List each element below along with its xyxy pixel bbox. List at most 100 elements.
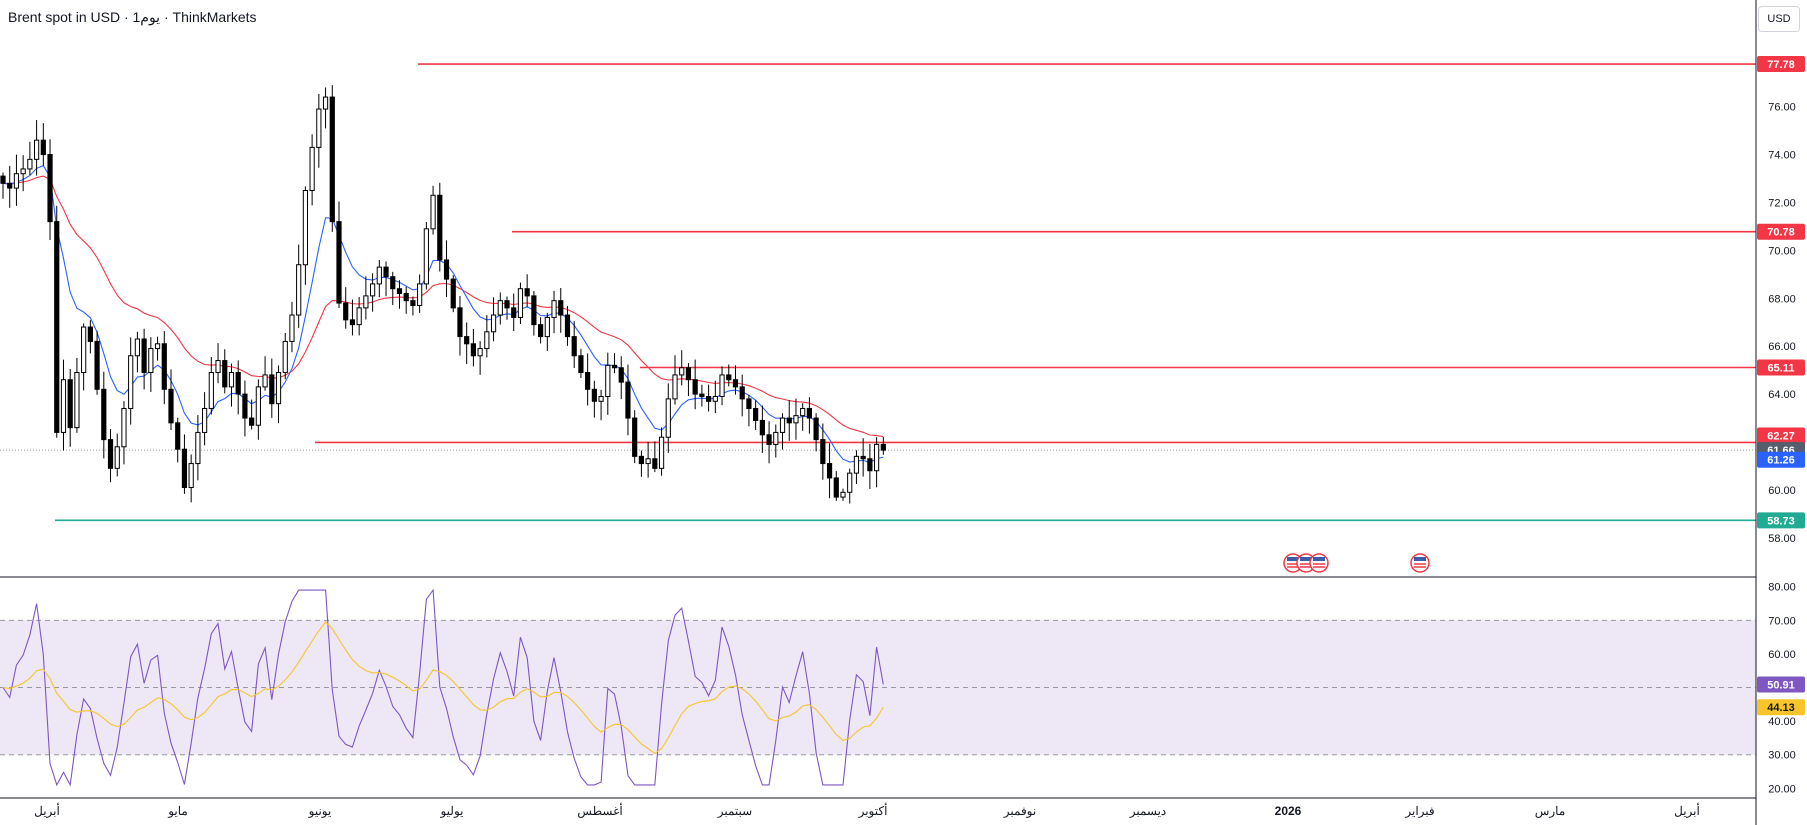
candle-down [269,374,275,405]
level-badge-text: 58.73 [1767,515,1795,527]
candle-up [282,340,288,374]
candle-up [148,348,154,374]
candle-down [531,295,537,326]
candle-up [423,228,429,285]
candle-up [874,443,880,472]
candle-up [544,316,550,338]
candle-down [242,393,248,419]
level-badge [1757,359,1805,376]
price-badges: 77.7870.7865.1161.9858.7362.2761.6661.26… [1757,56,1805,716]
oscillator-tick-label: 70.00 [1768,615,1796,627]
candle-down [585,372,591,390]
time-tick-label: أغسطس [577,803,622,818]
candle-up [517,288,524,318]
candle-down [457,307,463,338]
level-badge-text: 70.78 [1767,227,1795,239]
candle-up [322,96,329,110]
candle-up [154,343,161,350]
candle-up [215,360,221,374]
oscillator-tick-label: 20.00 [1768,783,1796,795]
candle-down [450,278,456,309]
candle-down [383,266,389,278]
flag-canton [1313,557,1325,561]
candle-down [706,395,712,402]
candle-down [685,367,692,381]
time-tick-label: أبريل [1674,803,1700,818]
candle-down [625,381,631,419]
candle-down [820,439,826,465]
candle-up [847,472,853,493]
oscillator-band [0,619,1756,756]
economic-events[interactable] [1283,553,1430,573]
ma-red-badge-text: 62.27 [1767,431,1795,443]
candle-down [652,458,658,469]
time-tick-label: 2026 [1275,804,1302,818]
level-badge-text: 65.11 [1768,363,1795,375]
candle-down [107,439,114,469]
candle-down [349,319,356,326]
price-axis[interactable]: 58.0060.0062.0064.0066.0068.0070.0072.00… [1768,102,1796,796]
candle-up [60,379,67,433]
candle-down [437,194,443,261]
oscillator-yellow-badge [1757,699,1805,716]
price-tick-label: 68.00 [1768,293,1796,305]
candle-up [840,491,846,498]
candle-up [202,407,208,433]
candlestick-series [0,85,886,504]
candle-down [336,221,342,304]
candle-up [484,331,490,350]
candle-down [578,355,584,374]
flag-canton [1287,557,1299,561]
horizontal-levels[interactable] [0,63,1756,522]
candle-down [168,388,174,424]
candle-up [114,446,120,469]
candle-down [806,407,812,419]
time-tick-label: أبريل [34,803,60,818]
oscillator-tick-label: 80.00 [1768,582,1796,594]
candle-down [175,422,181,450]
candle-up [497,300,503,316]
price-tick-label: 76.00 [1768,102,1796,114]
oscillator-yellow-line [2,621,884,755]
candle-up [719,374,725,397]
flag-circle [1309,553,1329,573]
candle-down [87,326,93,342]
candle-up [417,283,423,306]
candle-up [34,139,40,160]
candle-up [27,158,33,170]
candle-down [464,336,470,345]
candle-down [753,407,759,421]
time-axis[interactable]: أبريل مايو يونيو يوليو أغسطس سبتمبر أكتوبر نوفم… [34,803,1700,818]
price-tick-label: 60.00 [1768,485,1796,497]
candle-down [54,221,60,433]
candle-down [343,302,349,321]
candle-down [813,417,819,441]
oscillator-tick-label: 60.00 [1768,649,1796,661]
candle-up [800,407,806,417]
candle-down [40,139,46,156]
currency-button[interactable]: USD [1758,6,1800,32]
us-flag-icon[interactable] [1410,553,1430,573]
oscillator-purple-line [2,588,884,787]
candle-up [793,415,799,424]
ma-blue-badge [1757,451,1805,468]
level-badge [1757,223,1805,240]
candle-up [188,463,194,489]
candle-down [538,324,544,338]
candle-up [658,436,665,469]
candle-up [376,266,382,285]
candle-down [443,259,450,280]
time-tick-label: سبتمبر [717,804,752,818]
candle-up [255,386,261,426]
candle-down [249,417,255,426]
price-tick-label: 58.00 [1768,533,1796,545]
us-flag-icon[interactable] [1309,553,1329,573]
candle-up [302,189,308,266]
candle-down [410,300,416,306]
oscillator-lines [2,588,884,787]
candle-down [101,388,107,441]
candle-down [692,379,698,395]
candle-down [571,336,577,357]
candle-down [470,343,476,357]
